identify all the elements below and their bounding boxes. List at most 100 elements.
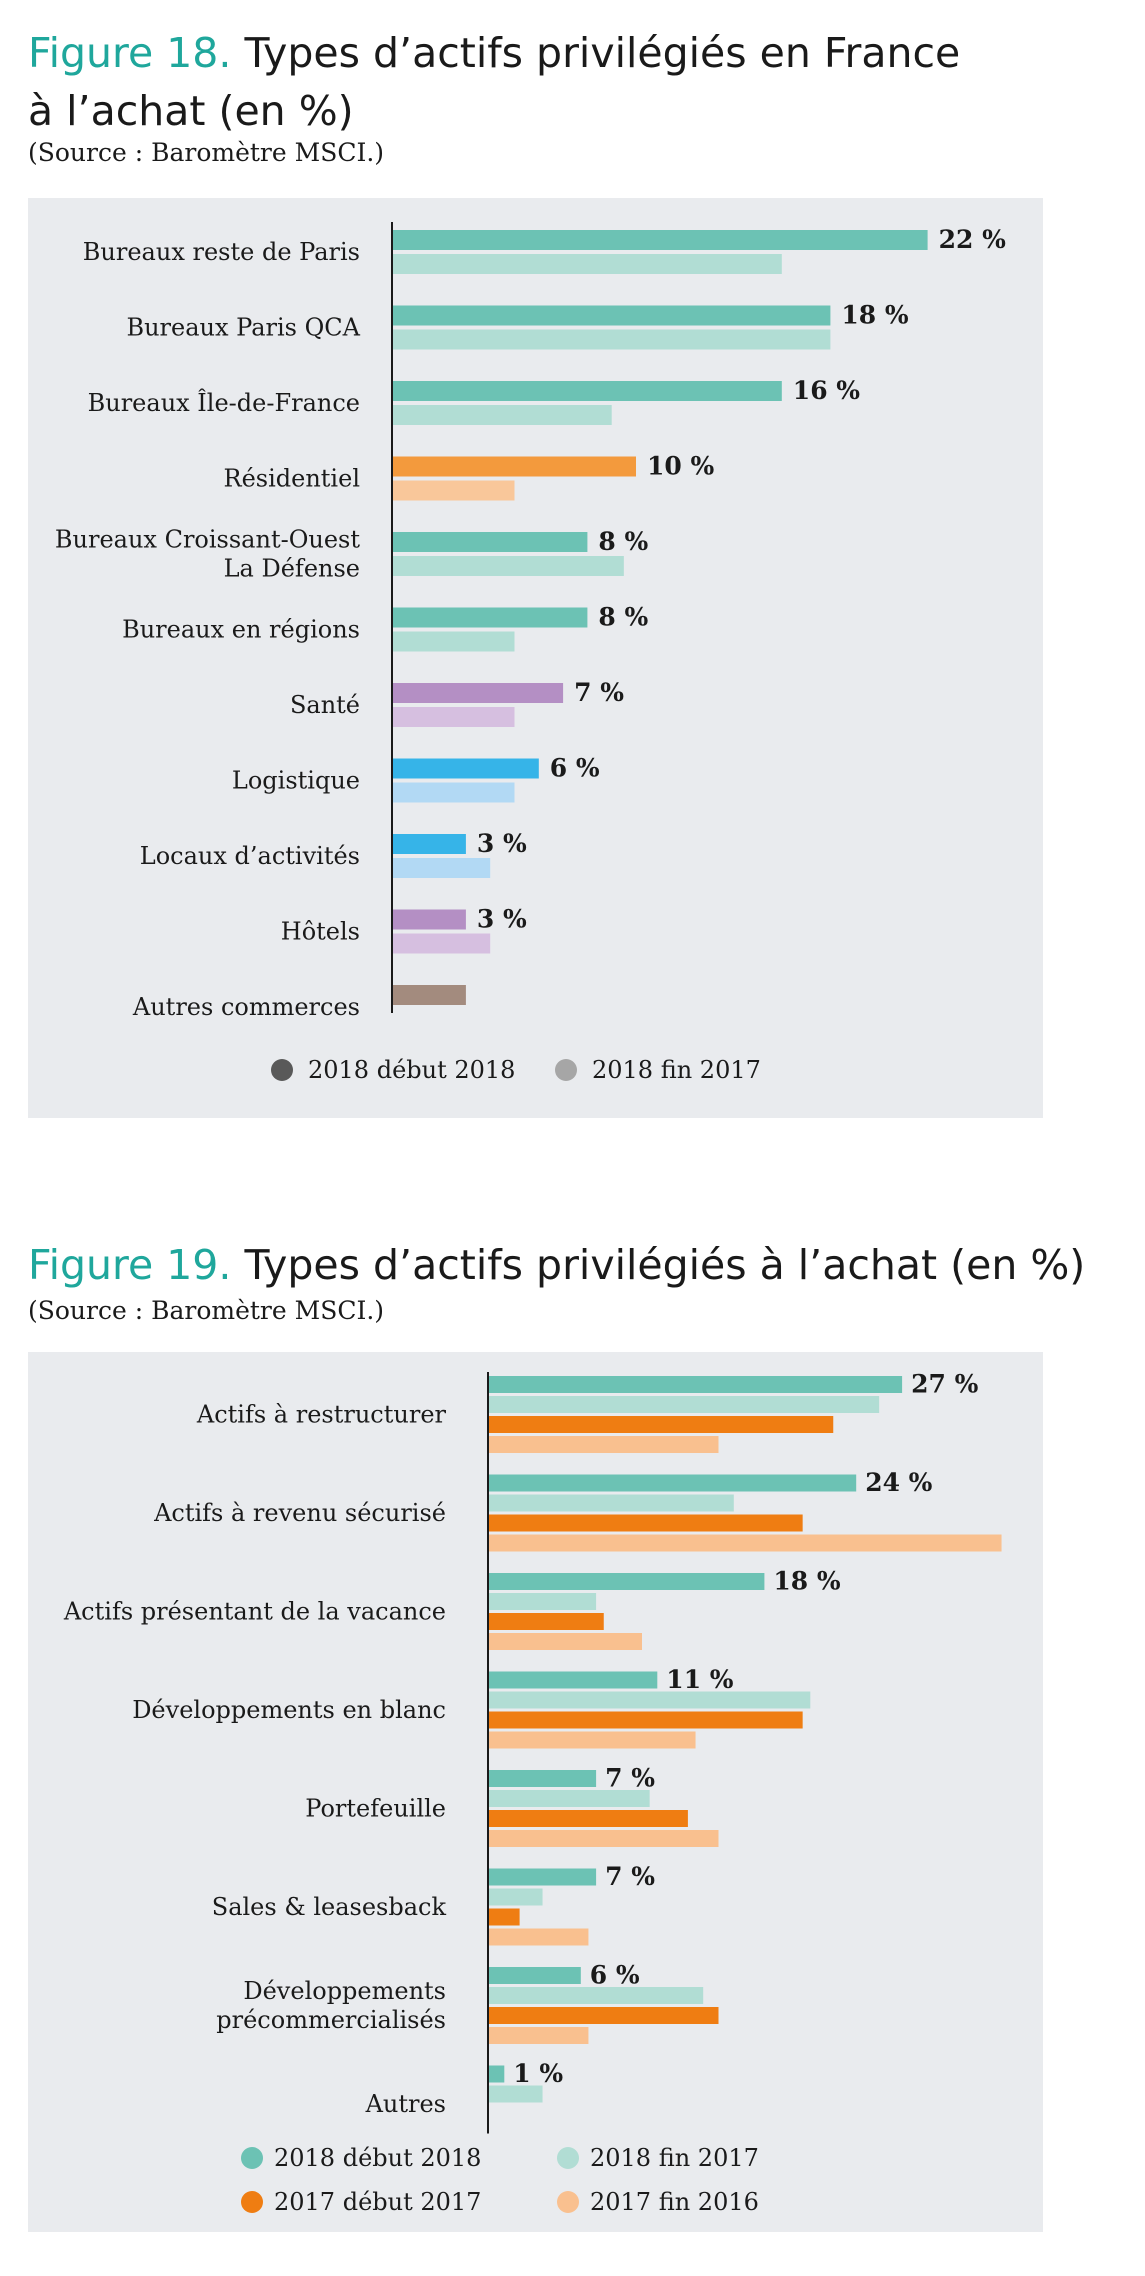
data-label: 18 % (841, 301, 908, 330)
category-label: Développements en blanc (132, 1696, 446, 1724)
figure-19-chart-panel: 27 % Actifs à restructurer 24 % Actifs à re… (28, 1352, 1043, 2232)
bar-debut-2018 (393, 834, 466, 854)
category-label: Sales & leasesback (212, 1893, 447, 1921)
bar-fin-2016 (489, 1928, 589, 1946)
bar-fin-2016 (489, 1534, 1002, 1552)
bar-debut-2018 (393, 456, 636, 477)
bar-debut-2018 (393, 305, 831, 326)
data-label: 10 % (647, 452, 714, 481)
category-label: Logistique (232, 767, 360, 795)
legend-marker (241, 2147, 263, 2169)
data-label: 6 % (550, 754, 600, 783)
bar-debut-2018 (489, 1376, 903, 1393)
category-label: précommercialisés (216, 2006, 446, 2034)
bar-fin-2017 (489, 1691, 811, 1709)
bar-debut-2017 (489, 1416, 834, 1433)
bar-debut-2018 (489, 1474, 857, 1492)
bar-debut-2018 (393, 683, 564, 703)
legend-marker (555, 1059, 577, 1081)
category-label: Développements (243, 1977, 446, 2005)
bar-debut-2017 (489, 1514, 803, 1532)
figure-19-chart: 27 % Actifs à restructurer 24 % Actifs à re… (63, 1370, 1002, 2216)
bar-fin-2016 (489, 1633, 642, 1650)
bar-fin-2016 (489, 1436, 719, 1453)
data-label: 16 % (793, 376, 860, 405)
bar-fin-2017 (489, 1888, 543, 1906)
bar-fin-2016 (489, 2027, 589, 2044)
figure-18-title: Figure 18. Types d’actifs privilégiés en… (28, 24, 960, 82)
data-label: 27 % (911, 1370, 978, 1399)
bar-fin-2017 (393, 933, 491, 954)
bar-debut-2018 (393, 985, 466, 1005)
bar-fin-2017 (489, 1396, 880, 1413)
bar-fin-2017 (489, 1494, 734, 1512)
legend-label: 2018 fin 2017 (592, 1056, 761, 1084)
data-label: 1 % (513, 2059, 563, 2088)
figure-18-number: Figure 18. (28, 29, 232, 77)
legend-label: 2018 fin 2017 (590, 2144, 759, 2172)
data-label: 7 % (605, 1862, 655, 1891)
bar-fin-2017 (393, 254, 782, 274)
bar-fin-2017 (393, 556, 624, 576)
category-label: Bureaux en régions (122, 616, 360, 644)
bar-fin-2017 (393, 405, 612, 425)
category-label: Actifs à revenu sécurisé (153, 1499, 446, 1527)
bar-debut-2018 (393, 230, 928, 250)
legend-marker (241, 2191, 263, 2213)
bar-debut-2018 (393, 607, 588, 628)
figure-19-source: (Source : Baromètre MSCI.) (28, 1296, 385, 1325)
category-label: Santé (290, 691, 360, 719)
data-label: 11 % (666, 1665, 733, 1694)
figure-18-title-line1: Types d’actifs privilégiés en France (244, 29, 961, 77)
data-label: 24 % (865, 1468, 932, 1497)
bar-debut-2018 (489, 1671, 658, 1689)
bar-fin-2016 (489, 1830, 719, 1847)
legend-label: 2018 début 2018 (274, 2144, 481, 2172)
category-label: Résidentiel (224, 465, 361, 493)
figure-18-chart: 22 % Bureaux reste de Paris 18 % Bureaux Pa… (55, 222, 1006, 1084)
figure-18-title-line2: à l’achat (en %) (28, 87, 354, 135)
category-label: La Défense (224, 555, 360, 583)
category-label: Bureaux Paris QCA (126, 314, 360, 342)
bar-fin-2017 (393, 480, 515, 501)
category-label: Hôtels (281, 918, 360, 946)
bar-debut-2018 (393, 381, 782, 401)
legend-label: 2017 début 2017 (274, 2188, 481, 2216)
data-label: 22 % (939, 225, 1006, 254)
legend-label: 2018 début 2018 (308, 1056, 515, 1084)
figure-18-chart-panel: 22 % Bureaux reste de Paris 18 % Bureaux Pa… (28, 198, 1043, 1118)
bar-fin-2017 (393, 707, 515, 727)
category-label: Autres commerces (132, 993, 360, 1021)
bar-fin-2017 (489, 1790, 650, 1807)
bar-debut-2018 (489, 1573, 765, 1590)
bar-fin-2017 (489, 1593, 597, 1610)
data-label: 3 % (477, 905, 527, 934)
bar-fin-2017 (393, 782, 515, 803)
bar-debut-2017 (489, 1613, 604, 1630)
bar-debut-2018 (489, 1967, 581, 1984)
data-label: 7 % (605, 1764, 655, 1793)
category-label: Actifs présentant de la vacance (63, 1598, 446, 1626)
bar-debut-2018 (489, 1770, 597, 1787)
figure-19-number: Figure 19. (28, 1241, 232, 1289)
figure-19-title-text: Types d’actifs privilégiés à l’achat (en… (244, 1241, 1086, 1289)
legend-label: 2017 fin 2016 (590, 2188, 759, 2216)
bar-fin-2017 (489, 2085, 543, 2103)
bar-debut-2017 (489, 1908, 520, 1926)
bar-debut-2018 (489, 2065, 505, 2083)
bar-debut-2018 (393, 758, 539, 779)
bar-debut-2018 (393, 909, 466, 930)
category-label: Actifs à restructurer (196, 1401, 447, 1429)
category-label: Bureaux Île-de-France (88, 388, 360, 417)
data-label: 8 % (598, 603, 648, 632)
data-label: 6 % (590, 1961, 640, 1990)
category-label: Autres (365, 2090, 446, 2118)
bar-debut-2017 (489, 1810, 688, 1827)
data-label: 8 % (598, 527, 648, 556)
bar-debut-2017 (489, 1711, 803, 1729)
bar-fin-2017 (393, 631, 515, 652)
data-label: 18 % (773, 1567, 840, 1596)
bar-fin-2017 (393, 329, 831, 350)
bar-fin-2016 (489, 1731, 696, 1749)
bar-debut-2018 (489, 1868, 597, 1886)
